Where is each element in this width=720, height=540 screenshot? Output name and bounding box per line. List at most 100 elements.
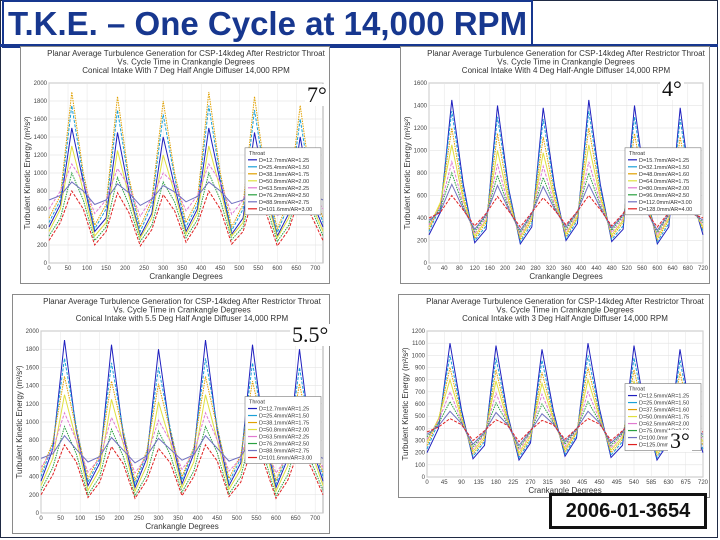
series-line [426, 377, 704, 454]
x-tick-label: 495 [612, 480, 623, 486]
legend-entry: D=25.0mm/AR=1.50 [639, 401, 689, 407]
x-tick-label: 120 [470, 266, 481, 272]
x-tick-label: 200 [120, 266, 131, 272]
series-line [40, 394, 324, 493]
legend-entry: D=96.0mm/AR=2.50 [639, 193, 689, 199]
angle-label-4deg: 4° [660, 76, 684, 101]
y-tick-label: 1400 [26, 384, 40, 390]
y-tick-label: 300 [415, 439, 426, 445]
series-line [428, 183, 704, 232]
chart-title-line: Planar Average Turbulence Generation for… [426, 297, 704, 306]
legend-entry: D=37.5mm/AR=1.60 [639, 408, 689, 414]
y-tick-label: 1200 [412, 329, 426, 335]
legend-title: Throat [629, 151, 645, 157]
x-tick-label: 0 [39, 516, 43, 522]
x-tick-label: 560 [637, 266, 648, 272]
chart-4deg: Planar Average Turbulence Generation for… [403, 49, 709, 281]
legend-box [624, 147, 702, 216]
title-underline [0, 44, 718, 47]
angle-label-5-5deg: 5.5° [290, 322, 331, 347]
y-axis-label: Turbulent Kinetic Energy (m²/s²) [403, 116, 412, 229]
x-tick-label: 280 [531, 266, 542, 272]
x-tick-label: 675 [681, 480, 692, 486]
series-line [48, 145, 324, 240]
y-tick-label: 1200 [414, 126, 428, 132]
series-line [48, 162, 324, 218]
x-axis-label: Crankangle Degrees [529, 272, 602, 281]
x-tick-label: 400 [196, 266, 207, 272]
x-tick-label: 550 [251, 516, 262, 522]
chart-panel-3deg: Planar Average Turbulence Generation for… [398, 294, 710, 498]
chart-title-line: Planar Average Turbulence Generation for… [47, 49, 325, 58]
chart-panel-7deg: Planar Average Turbulence Generation for… [20, 46, 330, 284]
y-tick-label: 0 [36, 511, 40, 517]
series-line [48, 91, 324, 231]
y-tick-label: 200 [415, 451, 426, 457]
x-tick-label: 500 [232, 516, 243, 522]
y-tick-label: 900 [415, 366, 426, 372]
series-line [48, 171, 324, 243]
x-tick-label: 600 [271, 516, 282, 522]
x-tick-label: 360 [560, 480, 571, 486]
legend-entry: D=50.8mm/AR=2.00 [259, 179, 309, 185]
x-tick-label: 360 [561, 266, 572, 272]
series-line [48, 105, 324, 235]
legend-entry: D=75.0mm/AR=2.50 [639, 429, 689, 435]
x-tick-label: 90 [458, 480, 465, 486]
y-tick-label: 600 [417, 194, 428, 200]
y-tick-label: 400 [29, 475, 40, 481]
x-tick-label: 680 [683, 266, 694, 272]
paper-id-box: 2006-01-3654 [549, 493, 707, 529]
legend-entry: D=76.2mm/AR=2.50 [259, 442, 309, 448]
chart-title-line: Conical Intake With 7 Deg Half Angle Dif… [82, 66, 290, 75]
x-tick-label: 480 [607, 266, 618, 272]
y-tick-label: 1600 [34, 117, 48, 123]
legend-entry: D=38.1mm/AR=1.75 [259, 421, 309, 427]
x-tick-label: 700 [310, 516, 321, 522]
legend-entry: D=12.7mm/AR=1.25 [259, 407, 309, 413]
legend-entry: D=62.5mm/AR=2.00 [639, 422, 689, 428]
x-tick-label: 180 [491, 480, 502, 486]
y-tick-label: 400 [417, 216, 428, 222]
y-tick-label: 700 [415, 390, 426, 396]
y-tick-label: 1800 [34, 99, 48, 105]
slide-title: T.K.E. – One Cycle at 14,000 RPM [2, 0, 534, 48]
y-tick-label: 500 [415, 414, 426, 420]
x-tick-label: 405 [577, 480, 588, 486]
x-tick-label: 450 [215, 266, 226, 272]
x-tick-label: 650 [291, 516, 302, 522]
y-axis-label: Turbulent Kinetic Energy (m²/s²) [15, 365, 24, 478]
x-tick-label: 270 [525, 480, 536, 486]
x-axis-label: Crankangle Degrees [528, 486, 601, 495]
x-tick-label: 600 [652, 266, 663, 272]
series-line [428, 127, 704, 241]
y-axis-label: Turbulent Kinetic Energy (m²/s²) [401, 347, 410, 460]
series-line [428, 111, 704, 243]
legend-entry: D=25.4mm/AR=1.50 [259, 165, 309, 171]
x-tick-label: 500 [234, 266, 245, 272]
x-tick-label: 300 [153, 516, 164, 522]
chart-title-line: Vs. Cycle Time in Crankangle Degrees [113, 306, 250, 315]
chart-title-line: Conical Intake With 4 Deg Half-Angle Dif… [462, 66, 671, 75]
x-tick-label: 40 [441, 266, 448, 272]
x-tick-label: 250 [134, 516, 145, 522]
y-tick-label: 1000 [414, 149, 428, 155]
x-axis-label: Crankangle Degrees [145, 522, 218, 531]
series-line [40, 358, 324, 486]
x-tick-label: 550 [253, 266, 264, 272]
chart-title-line: Planar Average Turbulence Generation for… [427, 49, 705, 58]
y-tick-label: 1800 [26, 347, 40, 353]
x-tick-label: 225 [508, 480, 519, 486]
x-tick-label: 0 [427, 266, 431, 272]
x-tick-label: 50 [65, 266, 72, 272]
x-tick-label: 400 [193, 516, 204, 522]
legend-entry: D=80.0mm/AR=2.00 [639, 186, 689, 192]
y-tick-label: 600 [415, 402, 426, 408]
x-tick-label: 50 [57, 516, 64, 522]
y-tick-label: 1400 [34, 135, 48, 141]
legend-box [244, 147, 322, 216]
x-tick-label: 520 [622, 266, 633, 272]
chart-title-line: Vs. Cycle Time in Crankangle Degrees [497, 58, 634, 67]
chart-panel-5-5deg: Planar Average Turbulence Generation for… [12, 294, 330, 534]
y-tick-label: 1000 [34, 171, 48, 177]
